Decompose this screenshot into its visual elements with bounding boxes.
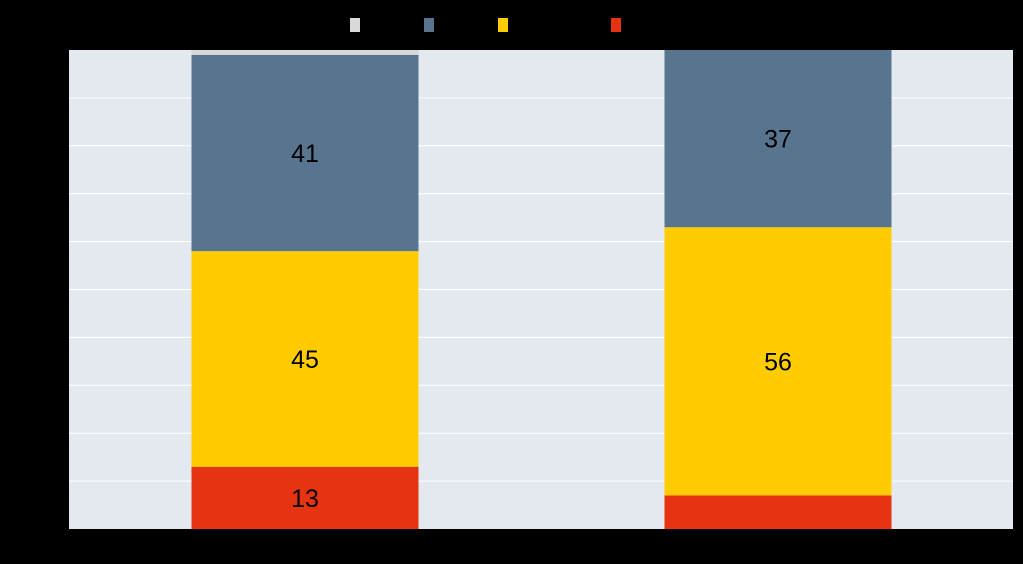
- bar-segment-series-0-category-1: [664, 495, 892, 529]
- bar-segment-series-3-category-0: [191, 50, 419, 55]
- data-label: 41: [291, 140, 319, 168]
- bar-segment-series-1-category-0: [191, 251, 419, 467]
- bars: [191, 50, 892, 529]
- data-label: 13: [291, 485, 319, 513]
- legend-swatch: [424, 18, 434, 32]
- legend-swatch: [611, 18, 621, 32]
- bar-segment-series-2-category-1: [664, 50, 892, 228]
- data-label: 37: [764, 126, 792, 154]
- legend-swatch: [498, 18, 508, 32]
- bar-segment-series-2-category-0: [191, 54, 419, 252]
- data-label: 56: [764, 348, 792, 376]
- data-label: 45: [291, 346, 319, 374]
- bar-segment-series-1-category-1: [664, 227, 892, 496]
- legend: [350, 18, 621, 32]
- legend-swatch: [350, 18, 360, 32]
- bar-segment-series-0-category-0: [191, 466, 419, 529]
- data-labels: 13 45 41 56 37: [291, 126, 792, 513]
